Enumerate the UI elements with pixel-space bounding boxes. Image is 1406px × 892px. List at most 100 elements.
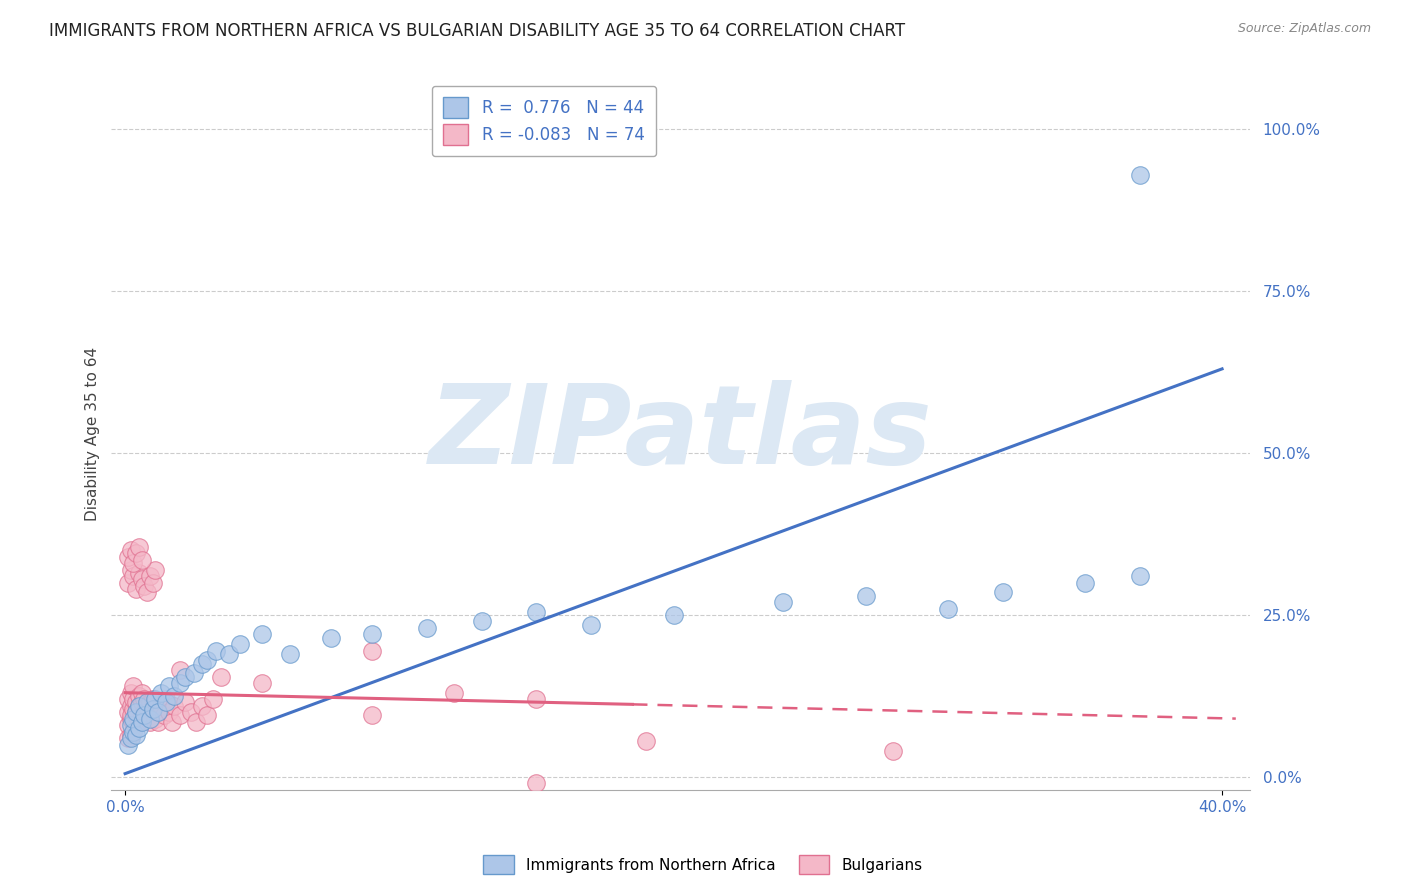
Point bbox=[169, 676, 191, 690]
Point bbox=[122, 714, 145, 729]
Point bbox=[125, 705, 148, 719]
Legend: R =  0.776   N = 44, R = -0.083   N = 74: R = 0.776 N = 44, R = -0.083 N = 74 bbox=[432, 86, 657, 156]
Point bbox=[146, 705, 169, 719]
Point bbox=[526, 692, 548, 706]
Point bbox=[141, 702, 163, 716]
Point bbox=[131, 695, 153, 709]
Legend: Immigrants from Northern Africa, Bulgarians: Immigrants from Northern Africa, Bulgari… bbox=[477, 849, 929, 880]
Point bbox=[122, 569, 145, 583]
Point bbox=[174, 695, 197, 709]
Point bbox=[117, 705, 139, 719]
Point bbox=[581, 617, 603, 632]
Point bbox=[855, 589, 877, 603]
Point bbox=[117, 575, 139, 590]
Point bbox=[174, 669, 197, 683]
Point bbox=[149, 686, 172, 700]
Text: ZIPatlas: ZIPatlas bbox=[429, 380, 932, 487]
Point bbox=[143, 563, 166, 577]
Point bbox=[160, 714, 183, 729]
Point bbox=[122, 556, 145, 570]
Point bbox=[1129, 168, 1152, 182]
Point bbox=[125, 582, 148, 596]
Point bbox=[991, 585, 1014, 599]
Point bbox=[526, 776, 548, 790]
Point bbox=[128, 714, 150, 729]
Point bbox=[229, 637, 252, 651]
Point bbox=[141, 692, 163, 706]
Point bbox=[131, 553, 153, 567]
Point bbox=[128, 698, 150, 713]
Point bbox=[197, 708, 219, 723]
Point bbox=[128, 566, 150, 580]
Point bbox=[204, 643, 226, 657]
Point bbox=[191, 657, 214, 671]
Point bbox=[125, 728, 148, 742]
Point bbox=[636, 734, 658, 748]
Point bbox=[139, 695, 162, 709]
Point bbox=[131, 573, 153, 587]
Point bbox=[143, 712, 166, 726]
Point bbox=[120, 698, 142, 713]
Point bbox=[278, 647, 301, 661]
Point bbox=[201, 692, 224, 706]
Point bbox=[125, 695, 148, 709]
Point bbox=[526, 605, 548, 619]
Point bbox=[1074, 575, 1097, 590]
Point bbox=[120, 686, 142, 700]
Point bbox=[131, 708, 153, 723]
Point bbox=[155, 692, 177, 706]
Point bbox=[117, 549, 139, 564]
Point bbox=[128, 721, 150, 735]
Point bbox=[120, 712, 142, 726]
Point bbox=[128, 689, 150, 703]
Point bbox=[134, 579, 156, 593]
Point bbox=[120, 718, 142, 732]
Point bbox=[117, 731, 139, 745]
Point bbox=[146, 705, 169, 719]
Point bbox=[136, 698, 159, 713]
Point bbox=[120, 731, 142, 745]
Point bbox=[361, 627, 384, 641]
Point bbox=[163, 698, 186, 713]
Point bbox=[361, 643, 384, 657]
Point bbox=[125, 708, 148, 723]
Point bbox=[136, 695, 159, 709]
Point bbox=[117, 718, 139, 732]
Point bbox=[134, 705, 156, 719]
Point bbox=[882, 744, 904, 758]
Point bbox=[143, 695, 166, 709]
Point bbox=[134, 692, 156, 706]
Point bbox=[169, 708, 191, 723]
Point bbox=[136, 585, 159, 599]
Point bbox=[141, 705, 163, 719]
Point bbox=[252, 676, 274, 690]
Point bbox=[134, 708, 156, 723]
Point bbox=[197, 653, 219, 667]
Point bbox=[122, 679, 145, 693]
Point bbox=[416, 621, 439, 635]
Point bbox=[131, 714, 153, 729]
Point bbox=[252, 627, 274, 641]
Point bbox=[122, 724, 145, 739]
Point bbox=[319, 631, 342, 645]
Point bbox=[125, 546, 148, 560]
Point bbox=[128, 540, 150, 554]
Point bbox=[125, 705, 148, 719]
Point bbox=[191, 698, 214, 713]
Point bbox=[128, 698, 150, 713]
Point bbox=[120, 563, 142, 577]
Point bbox=[136, 708, 159, 723]
Point bbox=[117, 692, 139, 706]
Point bbox=[149, 698, 172, 713]
Point bbox=[146, 714, 169, 729]
Point bbox=[180, 705, 202, 719]
Point bbox=[139, 569, 162, 583]
Point bbox=[183, 666, 205, 681]
Point bbox=[662, 607, 685, 622]
Point bbox=[157, 679, 180, 693]
Text: IMMIGRANTS FROM NORTHERN AFRICA VS BULGARIAN DISABILITY AGE 35 TO 64 CORRELATION: IMMIGRANTS FROM NORTHERN AFRICA VS BULGA… bbox=[49, 22, 905, 40]
Point bbox=[120, 708, 142, 723]
Point bbox=[120, 543, 142, 558]
Point bbox=[209, 669, 232, 683]
Point bbox=[169, 663, 191, 677]
